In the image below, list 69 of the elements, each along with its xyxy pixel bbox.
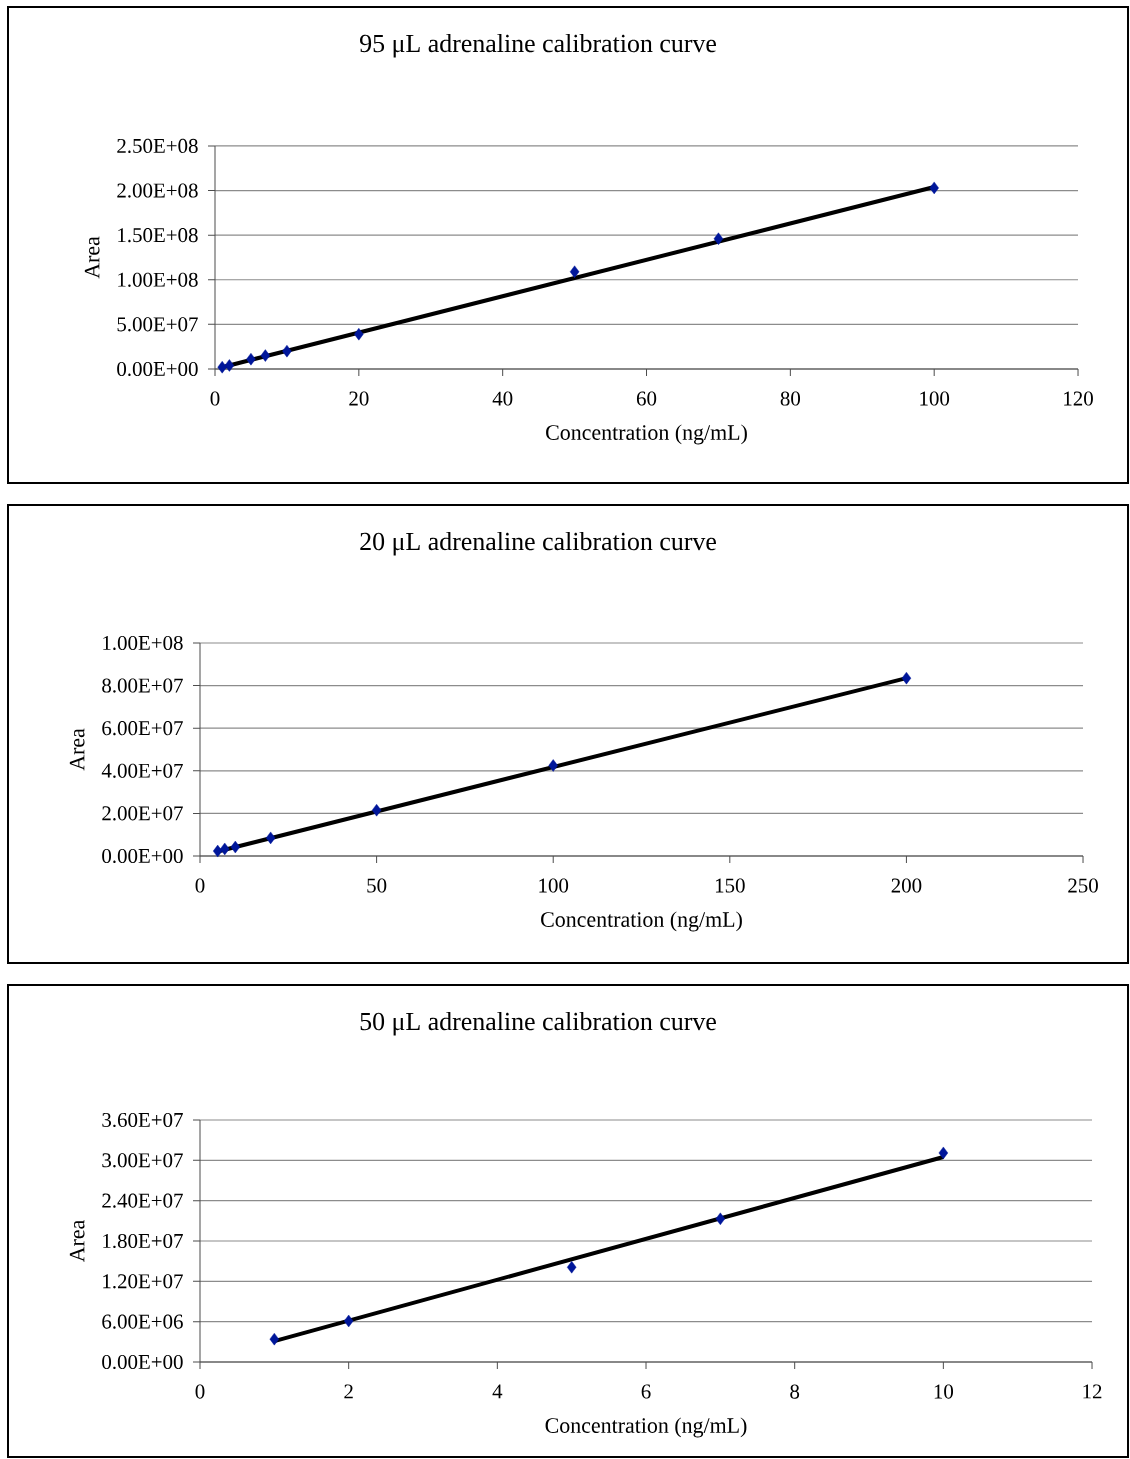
- x-tick-label: 150: [715, 878, 745, 893]
- y-axis-title: Area: [69, 728, 85, 771]
- point: [569, 265, 580, 278]
- point: [354, 327, 364, 341]
- point: [265, 831, 276, 845]
- y-tick-label: 1.50E+08: [118, 228, 198, 243]
- x-tick-label: 0: [195, 878, 205, 893]
- y-tick-label: 2.00E+07: [102, 806, 183, 821]
- chart-title: 50 μL adrenaline calibration curve: [360, 1011, 716, 1036]
- point: [343, 1314, 354, 1328]
- y-tick-label: 5.00E+07: [117, 317, 198, 332]
- x-tick-label: 20: [349, 391, 369, 406]
- y-tick-label: 8.00E+07: [102, 678, 183, 693]
- point: [246, 352, 256, 366]
- x-axis-title: Concentration (ng/mL): [546, 424, 747, 445]
- chart-title: 20 μL adrenaline calibration curve: [360, 531, 716, 556]
- y-tick-label: 1.20E+07: [103, 1274, 183, 1289]
- point: [938, 1146, 949, 1160]
- point: [224, 359, 235, 372]
- point: [269, 1332, 280, 1346]
- y-tick-label: 2.40E+07: [102, 1193, 183, 1208]
- chart-title: 95 μL adrenaline calibration curve: [360, 33, 716, 58]
- point: [715, 1212, 726, 1226]
- point: [220, 842, 230, 856]
- point: [901, 671, 912, 685]
- point: [212, 844, 223, 858]
- x-tick-label: 10: [934, 1384, 954, 1399]
- x-tick-label: 12: [1083, 1384, 1102, 1399]
- x-tick-label: 40: [492, 391, 513, 406]
- point: [713, 232, 724, 245]
- x-tick-label: 250: [1068, 878, 1098, 893]
- y-tick-label: 3.00E+07: [102, 1153, 183, 1168]
- x-tick-label: 8: [790, 1384, 800, 1399]
- point: [260, 349, 271, 362]
- point: [282, 344, 292, 358]
- x-tick-label: 80: [780, 391, 801, 406]
- point: [929, 181, 939, 195]
- x-tick-label: 4: [492, 1384, 503, 1399]
- y-tick-label: 3.60E+07: [102, 1112, 183, 1128]
- x-tick-label: 200: [891, 878, 922, 893]
- y-tick-label: 0.00E+00: [117, 361, 198, 377]
- y-tick-label: 2.00E+08: [117, 183, 198, 198]
- x-tick-label: 2: [344, 1384, 353, 1399]
- y-axis-title: Area: [69, 1220, 85, 1263]
- y-tick-label: 1.80E+07: [103, 1233, 183, 1249]
- y-tick-label: 4.00E+07: [101, 763, 183, 778]
- point: [566, 1261, 577, 1274]
- y-tick-label: 1.00E+08: [103, 635, 183, 651]
- x-tick-label: 100: [539, 878, 569, 893]
- x-tick-label: 0: [195, 1384, 205, 1399]
- y-tick-label: 6.00E+06: [102, 1314, 183, 1329]
- x-tick-label: 50: [367, 878, 387, 893]
- x-tick-label: 120: [1064, 391, 1093, 406]
- x-tick-label: 60: [636, 391, 657, 406]
- x-axis-title: Concentration (ng/mL): [545, 1417, 747, 1438]
- y-tick-label: 1.00E+08: [118, 272, 198, 287]
- point: [230, 840, 241, 854]
- x-tick-label: 6: [641, 1384, 651, 1399]
- y-axis-title: Area: [84, 236, 100, 279]
- x-tick-label: 100: [920, 391, 950, 406]
- point: [371, 803, 382, 817]
- y-tick-label: 0.00E+00: [102, 848, 183, 864]
- y-tick-label: 6.00E+07: [102, 721, 183, 736]
- y-tick-label: 2.50E+08: [117, 138, 198, 154]
- y-tick-label: 0.00E+00: [102, 1354, 183, 1370]
- point: [217, 360, 227, 374]
- x-axis-title: Concentration (ng/mL): [541, 911, 742, 932]
- point: [548, 759, 558, 772]
- x-tick-label: 0: [210, 391, 220, 406]
